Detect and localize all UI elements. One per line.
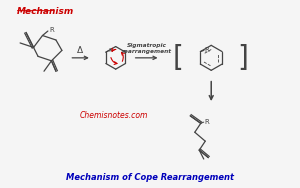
Text: R: R xyxy=(204,119,209,125)
Text: R: R xyxy=(109,48,113,53)
Text: Mechanism: Mechanism xyxy=(17,7,74,16)
Text: Chemisnotes.com: Chemisnotes.com xyxy=(80,111,148,120)
Text: Mechanism of Cope Rearrangement: Mechanism of Cope Rearrangement xyxy=(66,173,234,182)
Text: R: R xyxy=(205,47,210,53)
Text: Sigmatropic
rearrangement: Sigmatropic rearrangement xyxy=(122,43,171,54)
Text: ]: ] xyxy=(237,44,248,72)
Text: Δ: Δ xyxy=(77,46,83,55)
Text: [: [ xyxy=(173,44,184,72)
Text: R: R xyxy=(49,27,54,33)
